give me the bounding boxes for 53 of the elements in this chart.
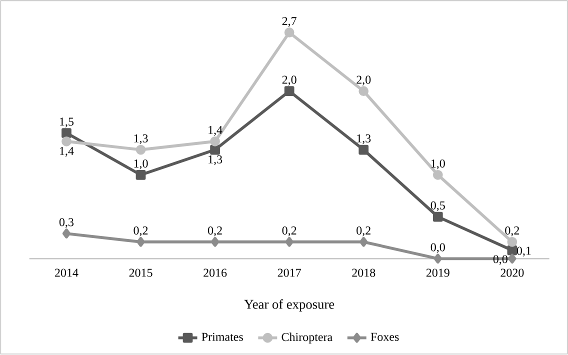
data-label: 1,0 (431, 160, 445, 170)
x-tick-label: 2019 (426, 268, 450, 277)
point (358, 86, 369, 96)
point (284, 28, 294, 38)
point (432, 212, 443, 222)
data-label: 0,3 (59, 218, 74, 228)
data-label: 1,3 (208, 156, 222, 166)
point (508, 254, 516, 264)
data-label: 2,0 (356, 76, 371, 86)
data-label: 1,5 (60, 118, 74, 128)
data-label: 1,4 (60, 147, 74, 157)
data-label: 0,2 (356, 226, 370, 236)
point (210, 237, 220, 248)
point (136, 237, 145, 248)
data-label: 1,3 (134, 134, 148, 144)
point (62, 228, 71, 239)
data-label: 0,2 (505, 226, 520, 236)
point (360, 237, 368, 248)
legend-label: Chiroptera (282, 332, 332, 344)
x-tick-label: 2020 (500, 268, 524, 277)
point (62, 128, 72, 138)
point (136, 170, 146, 180)
data-label: 0,2 (208, 226, 222, 236)
point (432, 170, 443, 180)
data-label: 1,4 (208, 126, 222, 136)
x-tick-label: 2017 (278, 268, 301, 277)
point (434, 254, 442, 264)
point (285, 237, 294, 248)
x-tick-label: 2015 (129, 268, 152, 277)
data-label: 0,1 (516, 246, 531, 257)
x-tick-label: 2016 (204, 268, 227, 277)
data-label: 2,7 (282, 17, 296, 28)
x-tick-label: 2018 (352, 268, 376, 277)
point (62, 136, 72, 146)
point (136, 144, 146, 155)
point (284, 86, 294, 96)
point (507, 246, 518, 256)
point (507, 237, 518, 248)
data-label: 0,0 (430, 243, 445, 254)
x-axis-title: Year of exposure (244, 299, 334, 312)
point (210, 144, 220, 155)
legend-label: Foxes (370, 333, 399, 342)
data-label: 2,0 (282, 76, 296, 86)
legend-label: Primates (202, 333, 243, 342)
data-label: 1,0 (134, 160, 148, 170)
point (358, 144, 369, 155)
data-label: 1,3 (357, 134, 371, 144)
data-label: 0,0 (493, 255, 508, 266)
data-label: 0,5 (430, 202, 445, 212)
data-label: 0,2 (134, 226, 148, 236)
point (210, 136, 220, 146)
data-label: 0,2 (282, 226, 296, 236)
x-tick-label: 2014 (55, 268, 78, 277)
